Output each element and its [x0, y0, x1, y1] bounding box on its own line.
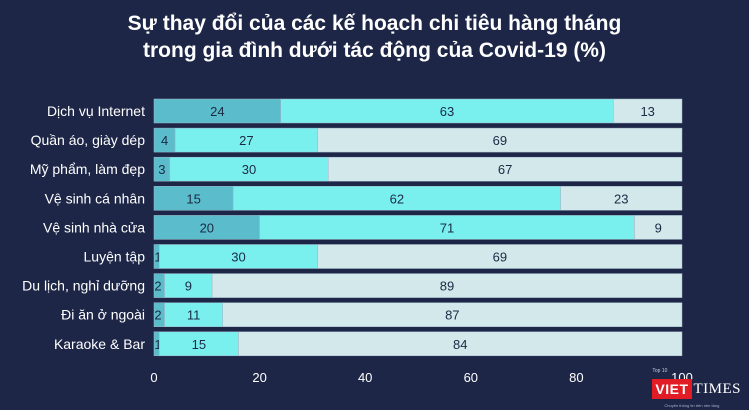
data-label: 24	[210, 104, 224, 119]
data-label: 67	[498, 162, 512, 177]
bar-segment	[169, 156, 329, 182]
category-label: Du lịch, nghỉ dưỡng	[22, 278, 145, 294]
data-label: 2	[154, 279, 161, 294]
data-label: 1	[154, 337, 161, 352]
data-label: 3	[158, 162, 165, 177]
data-label: 1	[154, 250, 161, 265]
x-tick-label: 40	[358, 370, 372, 385]
data-label: 69	[493, 133, 507, 148]
bar-segment	[327, 156, 683, 182]
data-label: 27	[239, 133, 253, 148]
bar-segment	[259, 215, 635, 240]
bar-segment	[211, 273, 683, 298]
chart-title: Sự thay đổi của các kế hoạch chi tiêu hà…	[0, 10, 749, 64]
bar-segment	[153, 186, 234, 211]
bar-segment	[159, 331, 239, 357]
logo-subtitle: Chuyên thông tin trên nền tảng	[664, 403, 720, 408]
viettimes-logo: Top 10 VIET TIMES Chuyên thông tin trên …	[652, 368, 741, 408]
category-label: Mỹ phẩm, làm đẹp	[30, 161, 145, 177]
category-label: Luyện tập	[84, 249, 146, 265]
data-label: 9	[655, 220, 662, 235]
chart-title-line2: trong gia đình dưới tác động của Covid-1…	[143, 39, 606, 62]
category-label: Quần áo, giày dép	[31, 132, 146, 148]
data-label: 62	[390, 191, 404, 206]
chart-title-line1: Sự thay đổi của các kế hoạch chi tiêu hà…	[127, 12, 622, 35]
bar-segment	[634, 215, 683, 240]
data-label: 87	[445, 308, 459, 323]
bar-segment	[153, 98, 281, 124]
category-label: Đi ăn ở ngoài	[61, 307, 145, 323]
x-tick-label: 80	[569, 370, 583, 385]
logo-brand-white: TIMES	[693, 380, 741, 397]
data-label: 30	[242, 162, 256, 177]
data-label: 63	[440, 104, 454, 119]
data-label: 4	[161, 133, 168, 148]
bar-segment	[317, 127, 683, 153]
data-label: 15	[192, 337, 206, 352]
category-label: Vệ sinh cá nhân	[45, 190, 145, 206]
data-label: 23	[614, 191, 628, 206]
bar-segment	[560, 186, 683, 211]
bar-segment	[164, 273, 213, 298]
bar-segment	[317, 244, 683, 269]
category-label: Vệ sinh nhà cửa	[43, 219, 145, 235]
data-label: 30	[231, 250, 245, 265]
data-label: 71	[440, 220, 454, 235]
data-label: 11	[187, 308, 201, 323]
logo-brand-red: VIET	[652, 379, 692, 399]
logo-tag: Top 10	[652, 368, 668, 374]
data-label: 15	[186, 191, 200, 206]
bar-segment	[613, 98, 683, 124]
category-label: Karaoke & Bar	[54, 336, 145, 352]
bar-segment	[238, 331, 683, 357]
x-tick-label: 0	[150, 370, 157, 385]
data-label: 84	[453, 337, 467, 352]
bar-segment	[159, 244, 318, 269]
category-label: Dịch vụ Internet	[47, 103, 145, 119]
data-label: 69	[493, 250, 507, 265]
x-tick-label: 20	[252, 370, 266, 385]
data-label: 89	[440, 279, 454, 294]
bar-segment	[232, 186, 561, 211]
data-label: 20	[200, 220, 214, 235]
bar-segment	[222, 302, 683, 327]
data-label: 9	[185, 279, 192, 294]
x-tick-label: 60	[464, 370, 478, 385]
data-label: 13	[640, 104, 654, 119]
data-label: 2	[154, 308, 161, 323]
